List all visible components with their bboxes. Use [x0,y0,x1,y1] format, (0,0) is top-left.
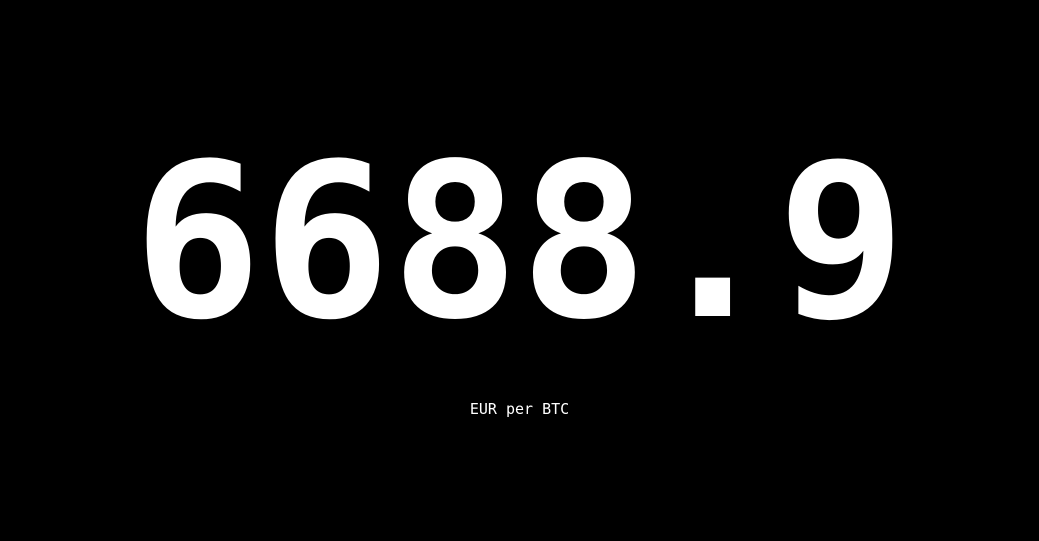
currency-pair-label: EUR per BTC [469,400,570,418]
price-display: 6688.9 [132,118,907,367]
